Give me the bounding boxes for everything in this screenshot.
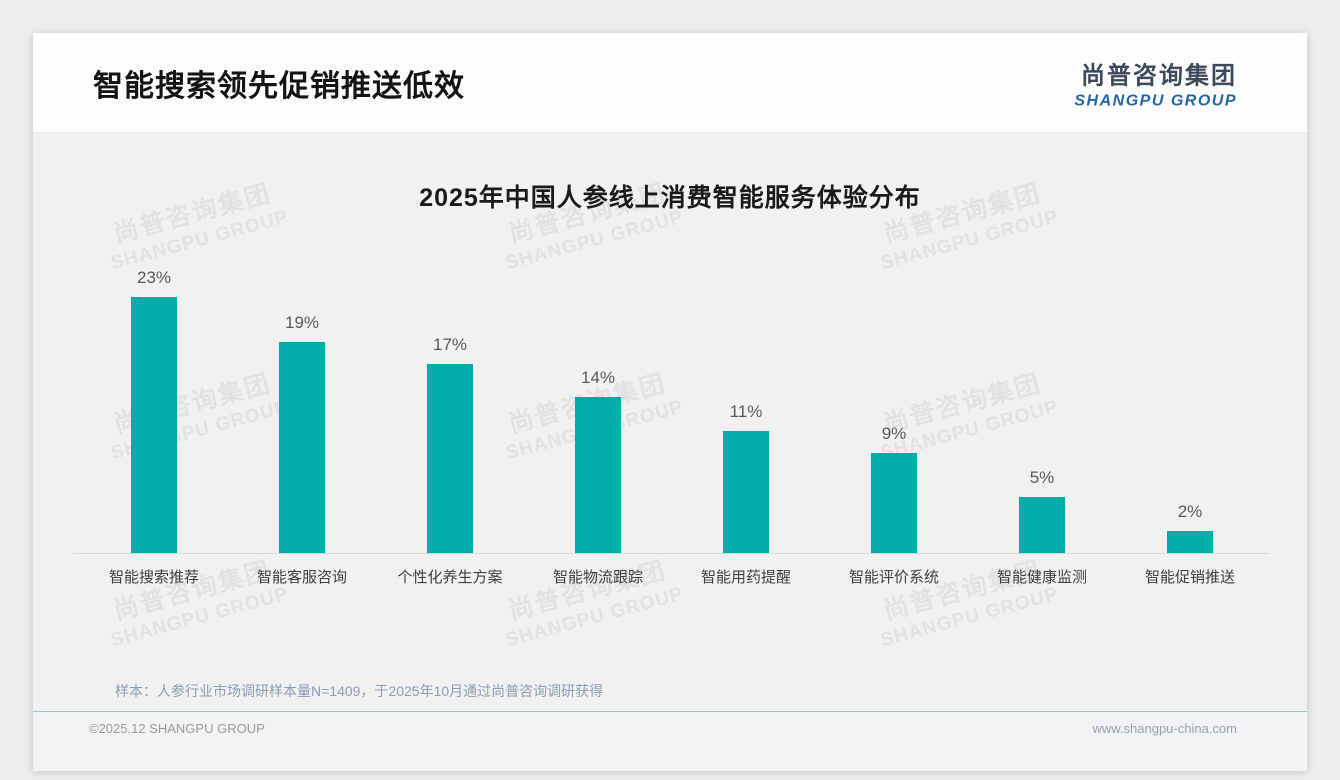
x-axis-line — [73, 553, 1269, 554]
bar-column: 9% — [820, 263, 968, 553]
x-axis-label: 智能物流跟踪 — [552, 569, 643, 586]
x-axis-label: 智能促销推送 — [1144, 569, 1235, 586]
bar — [427, 364, 473, 553]
bar-column: 2% — [1116, 263, 1264, 553]
chart-region: 尚普咨询集团 SHANGPU GROUP 尚普咨询集团 SHANGPU GROUP 尚普… — [33, 133, 1307, 711]
x-axis-label: 智能用药提醒 — [700, 569, 791, 586]
x-axis-label: 个性化养生方案 — [397, 569, 503, 586]
watermark-english-text: SHANGPU GROUP — [108, 583, 291, 652]
bar-column: 5% — [968, 263, 1116, 553]
x-axis-label: 智能搜索推荐 — [108, 569, 199, 586]
sample-note: 样本：人参行业市场调研样本量N=1409，于2025年10月通过尚普咨询调研获得 — [115, 683, 604, 699]
bar-column: 11% — [672, 263, 820, 553]
bar — [1167, 531, 1213, 553]
bar — [131, 297, 177, 553]
slide-card: 智能搜索领先促销推送低效 尚普咨询集团 SHANGPU GROUP 尚普咨询集团… — [33, 33, 1307, 771]
bar-column: 23% — [80, 263, 228, 553]
watermark-chinese-text: 尚普咨询集团 — [505, 556, 670, 626]
bar-column: 14% — [524, 263, 672, 553]
watermark-english-text: SHANGPU GROUP — [878, 583, 1061, 652]
bar — [871, 453, 917, 553]
watermark-chinese-text: 尚普咨询集团 — [880, 556, 1045, 626]
bar-value-label: 17% — [432, 335, 468, 354]
company-logo: 尚普咨询集团 SHANGPU GROUP — [1074, 55, 1237, 110]
bar-value-label: 9% — [881, 424, 907, 443]
page-title: 智能搜索领先促销推送低效 — [93, 69, 465, 103]
copyright-text: ©2025.12 SHANGPU GROUP — [89, 721, 265, 736]
watermark-english-text: SHANGPU GROUP — [503, 583, 686, 652]
logo-chinese-text: 尚普咨询集团 — [1081, 62, 1237, 89]
bar — [723, 431, 769, 553]
bar — [1019, 497, 1065, 553]
header: 智能搜索领先促销推送低效 尚普咨询集团 SHANGPU GROUP — [33, 33, 1307, 133]
bar-value-label: 23% — [136, 268, 172, 287]
bar-value-label: 19% — [284, 313, 320, 332]
bar-value-label: 5% — [1029, 468, 1055, 487]
x-axis-label: 智能客服咨询 — [256, 569, 347, 586]
bar-value-label: 2% — [1177, 502, 1203, 521]
bar-column: 17% — [376, 263, 524, 553]
watermark-chinese-text: 尚普咨询集团 — [110, 556, 275, 626]
bar-value-label: 11% — [729, 402, 763, 421]
bar-value-label: 14% — [580, 368, 616, 387]
website-url: www.shangpu-china.com — [1092, 721, 1237, 736]
bar-chart: 23% 19% 17% 14% 11% 9% 5% 2% — [80, 263, 1264, 553]
chart-title: 2025年中国人参线上消费智能服务体验分布 — [419, 184, 921, 212]
footer: ©2025.12 SHANGPU GROUP www.shangpu-china… — [33, 711, 1307, 771]
bar — [575, 397, 621, 553]
x-axis-label: 智能评价系统 — [848, 569, 939, 586]
bar — [279, 342, 325, 553]
logo-english-text: SHANGPU GROUP — [1074, 92, 1237, 109]
x-axis-label: 智能健康监测 — [996, 569, 1087, 586]
x-axis-labels: 智能搜索推荐 智能客服咨询 个性化养生方案 智能物流跟踪 智能用药提醒 智能评价系统 智能健… — [80, 566, 1264, 587]
bar-column: 19% — [228, 263, 376, 553]
